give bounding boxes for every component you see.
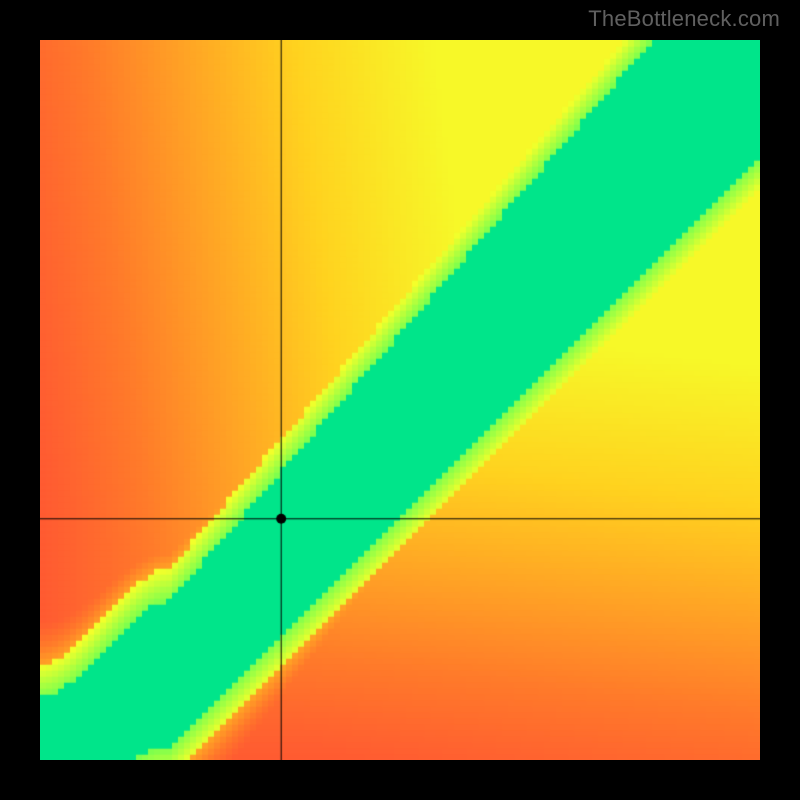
bottleneck-heatmap <box>40 40 760 760</box>
watermark-text: TheBottleneck.com <box>588 6 780 32</box>
chart-frame: TheBottleneck.com <box>0 0 800 800</box>
